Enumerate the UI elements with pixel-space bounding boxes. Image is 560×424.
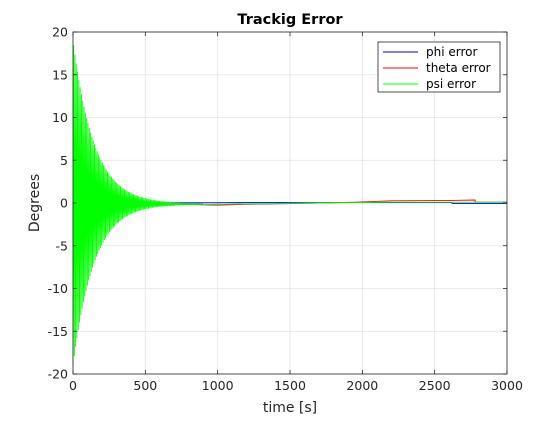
x-tick-label: 1500 bbox=[274, 378, 306, 393]
series-layer bbox=[72, 45, 507, 366]
y-tick-label: -15 bbox=[48, 324, 68, 339]
legend-label: theta error bbox=[426, 61, 491, 75]
y-tick-label: 5 bbox=[60, 153, 68, 168]
legend-label: psi error bbox=[426, 77, 476, 91]
x-tick-label: 500 bbox=[133, 378, 157, 393]
y-tick-label: 20 bbox=[52, 25, 68, 40]
y-tick-label: 10 bbox=[52, 110, 68, 125]
x-tick-label: 2500 bbox=[419, 378, 451, 393]
series-line-2 bbox=[72, 45, 507, 366]
x-tick-label: 2000 bbox=[346, 378, 378, 393]
legend: phi error theta error psi error bbox=[377, 41, 501, 93]
axis-ticks: 0 500 1000 1500 2000 2500 3000 -20 -15 -10 -5 0 5 10 1… bbox=[48, 25, 523, 394]
y-tick-label: -5 bbox=[56, 238, 68, 253]
x-tick-label: 0 bbox=[69, 378, 77, 393]
y-tick-label: 0 bbox=[60, 196, 68, 211]
chart-title: Trackig Error bbox=[237, 12, 343, 28]
y-tick-label: -10 bbox=[48, 281, 68, 296]
y-axis-label: Degrees bbox=[27, 174, 43, 232]
y-tick-label: -20 bbox=[48, 367, 68, 382]
x-tick-label: 3000 bbox=[491, 378, 523, 393]
x-tick-label: 1000 bbox=[202, 378, 234, 393]
y-tick-label: 15 bbox=[52, 67, 68, 82]
x-axis-label: time [s] bbox=[263, 400, 317, 416]
legend-label: phi error bbox=[426, 45, 477, 59]
